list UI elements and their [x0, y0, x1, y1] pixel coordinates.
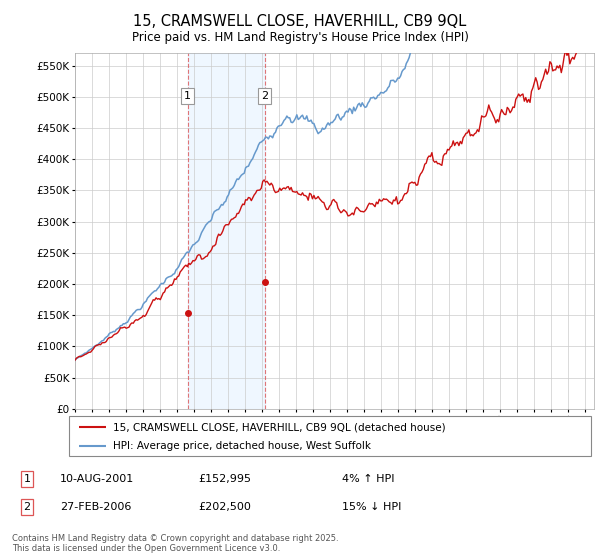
Text: 15% ↓ HPI: 15% ↓ HPI: [342, 502, 401, 512]
Text: 2: 2: [23, 502, 31, 512]
Text: 2: 2: [261, 91, 268, 101]
FancyBboxPatch shape: [69, 416, 591, 456]
Text: 4% ↑ HPI: 4% ↑ HPI: [342, 474, 395, 484]
Text: 15, CRAMSWELL CLOSE, HAVERHILL, CB9 9QL (detached house): 15, CRAMSWELL CLOSE, HAVERHILL, CB9 9QL …: [113, 422, 446, 432]
Text: 1: 1: [184, 91, 191, 101]
Text: £202,500: £202,500: [198, 502, 251, 512]
Text: 15, CRAMSWELL CLOSE, HAVERHILL, CB9 9QL: 15, CRAMSWELL CLOSE, HAVERHILL, CB9 9QL: [133, 14, 467, 29]
Text: £152,995: £152,995: [198, 474, 251, 484]
Text: HPI: Average price, detached house, West Suffolk: HPI: Average price, detached house, West…: [113, 441, 371, 451]
Text: Contains HM Land Registry data © Crown copyright and database right 2025.
This d: Contains HM Land Registry data © Crown c…: [12, 534, 338, 553]
Text: 27-FEB-2006: 27-FEB-2006: [60, 502, 131, 512]
Text: Price paid vs. HM Land Registry's House Price Index (HPI): Price paid vs. HM Land Registry's House …: [131, 31, 469, 44]
Text: 10-AUG-2001: 10-AUG-2001: [60, 474, 134, 484]
Text: 1: 1: [23, 474, 31, 484]
Bar: [188, 53, 265, 409]
